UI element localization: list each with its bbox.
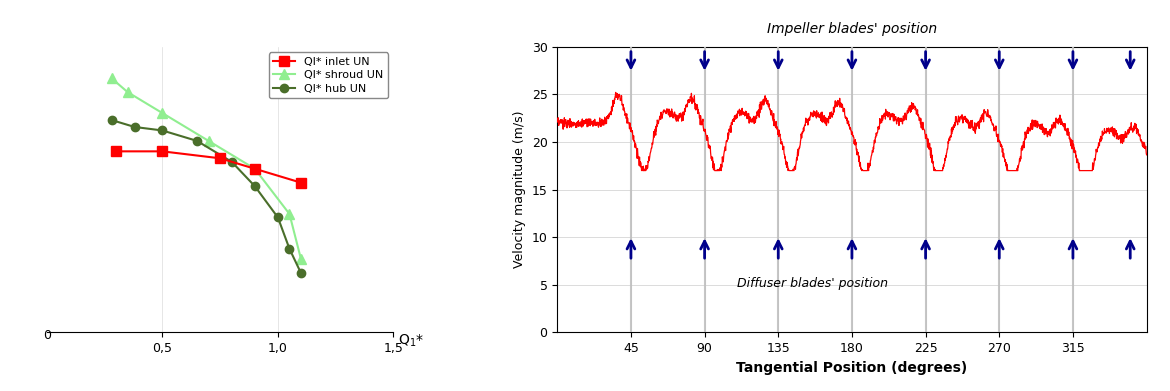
Text: Q$_1$*: Q$_1$* xyxy=(398,332,425,349)
Y-axis label: Velocity magnitude (m/s): Velocity magnitude (m/s) xyxy=(514,111,526,268)
Text: Diffuser blades' position: Diffuser blades' position xyxy=(737,277,888,290)
X-axis label: Tangential Position (degrees): Tangential Position (degrees) xyxy=(736,361,968,375)
Legend: Ql* inlet UN, Ql* shroud UN, Ql* hub UN: Ql* inlet UN, Ql* shroud UN, Ql* hub UN xyxy=(269,52,388,98)
Text: 0: 0 xyxy=(43,329,50,342)
Text: Impeller blades' position: Impeller blades' position xyxy=(766,22,937,36)
